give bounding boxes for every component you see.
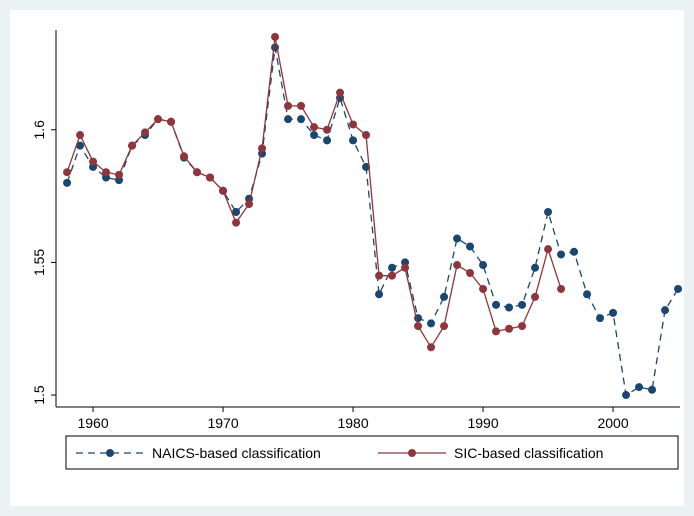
data-point <box>635 383 644 392</box>
data-point <box>557 250 566 259</box>
data-point <box>349 136 358 145</box>
data-point <box>648 385 657 394</box>
data-point <box>362 131 371 140</box>
data-point <box>128 141 137 150</box>
data-point <box>622 391 631 400</box>
data-point <box>141 128 150 137</box>
y-tick-label: 1.55 <box>31 249 47 276</box>
data-point <box>310 131 319 140</box>
x-tick-label: 1990 <box>467 415 498 431</box>
legend-label: NAICS-based classification <box>152 445 321 461</box>
x-tick-label: 1970 <box>207 415 238 431</box>
data-point <box>154 115 163 124</box>
data-point <box>453 261 462 270</box>
data-point <box>466 242 475 251</box>
legend-box <box>65 435 679 470</box>
data-point <box>557 284 566 293</box>
x-tick-label: 1980 <box>337 415 368 431</box>
data-point <box>505 324 514 333</box>
data-point <box>245 200 254 209</box>
data-point <box>596 314 605 323</box>
data-point <box>63 168 72 177</box>
graph-region <box>10 10 684 506</box>
legend-marker <box>106 449 114 457</box>
y-tick-label: 1.6 <box>31 120 47 140</box>
x-tick-label: 2000 <box>597 415 628 431</box>
data-point <box>219 186 228 195</box>
data-point <box>440 322 449 331</box>
data-point <box>310 123 319 132</box>
y-tick-label: 1.5 <box>31 385 47 405</box>
data-point <box>375 290 384 299</box>
data-point <box>232 218 241 227</box>
data-point <box>323 136 332 145</box>
data-point <box>362 162 371 171</box>
data-point <box>479 261 488 270</box>
data-point <box>427 319 436 328</box>
data-point <box>76 131 85 140</box>
data-point <box>674 284 683 293</box>
data-point <box>570 247 579 256</box>
data-point <box>102 168 111 177</box>
legend-label: SIC-based classification <box>454 445 603 461</box>
data-point <box>453 234 462 243</box>
data-point <box>115 170 124 179</box>
data-point <box>388 271 397 280</box>
data-point <box>544 208 553 216</box>
data-point <box>167 117 176 126</box>
data-point <box>544 245 553 254</box>
data-point <box>349 120 358 129</box>
data-point <box>206 173 215 182</box>
data-point <box>609 308 618 317</box>
data-point <box>297 115 306 124</box>
data-point <box>518 300 527 309</box>
data-point <box>89 157 98 166</box>
x-tick-label: 1960 <box>77 415 108 431</box>
data-point <box>388 263 397 272</box>
data-point <box>440 292 449 301</box>
data-point <box>284 101 293 110</box>
data-point <box>518 322 527 331</box>
data-point <box>401 263 410 272</box>
data-point <box>531 292 540 301</box>
data-point <box>414 322 423 331</box>
data-point <box>427 343 436 352</box>
data-point <box>258 144 267 153</box>
data-point <box>505 303 514 312</box>
data-point <box>63 178 72 187</box>
data-point <box>297 101 306 110</box>
data-point <box>375 271 384 280</box>
data-point <box>492 327 501 336</box>
data-point <box>323 125 332 134</box>
data-point <box>193 168 202 177</box>
data-point <box>661 306 670 315</box>
data-point <box>284 115 293 124</box>
data-point <box>531 263 540 272</box>
data-point <box>76 141 85 150</box>
data-point <box>466 269 475 278</box>
data-point <box>492 300 501 309</box>
series-line <box>66 47 679 397</box>
data-point <box>479 284 488 293</box>
data-point <box>583 290 592 299</box>
data-point <box>271 32 280 41</box>
data-point <box>336 88 345 97</box>
data-point <box>180 152 189 161</box>
data-point <box>232 208 241 216</box>
legend-marker <box>408 449 416 457</box>
